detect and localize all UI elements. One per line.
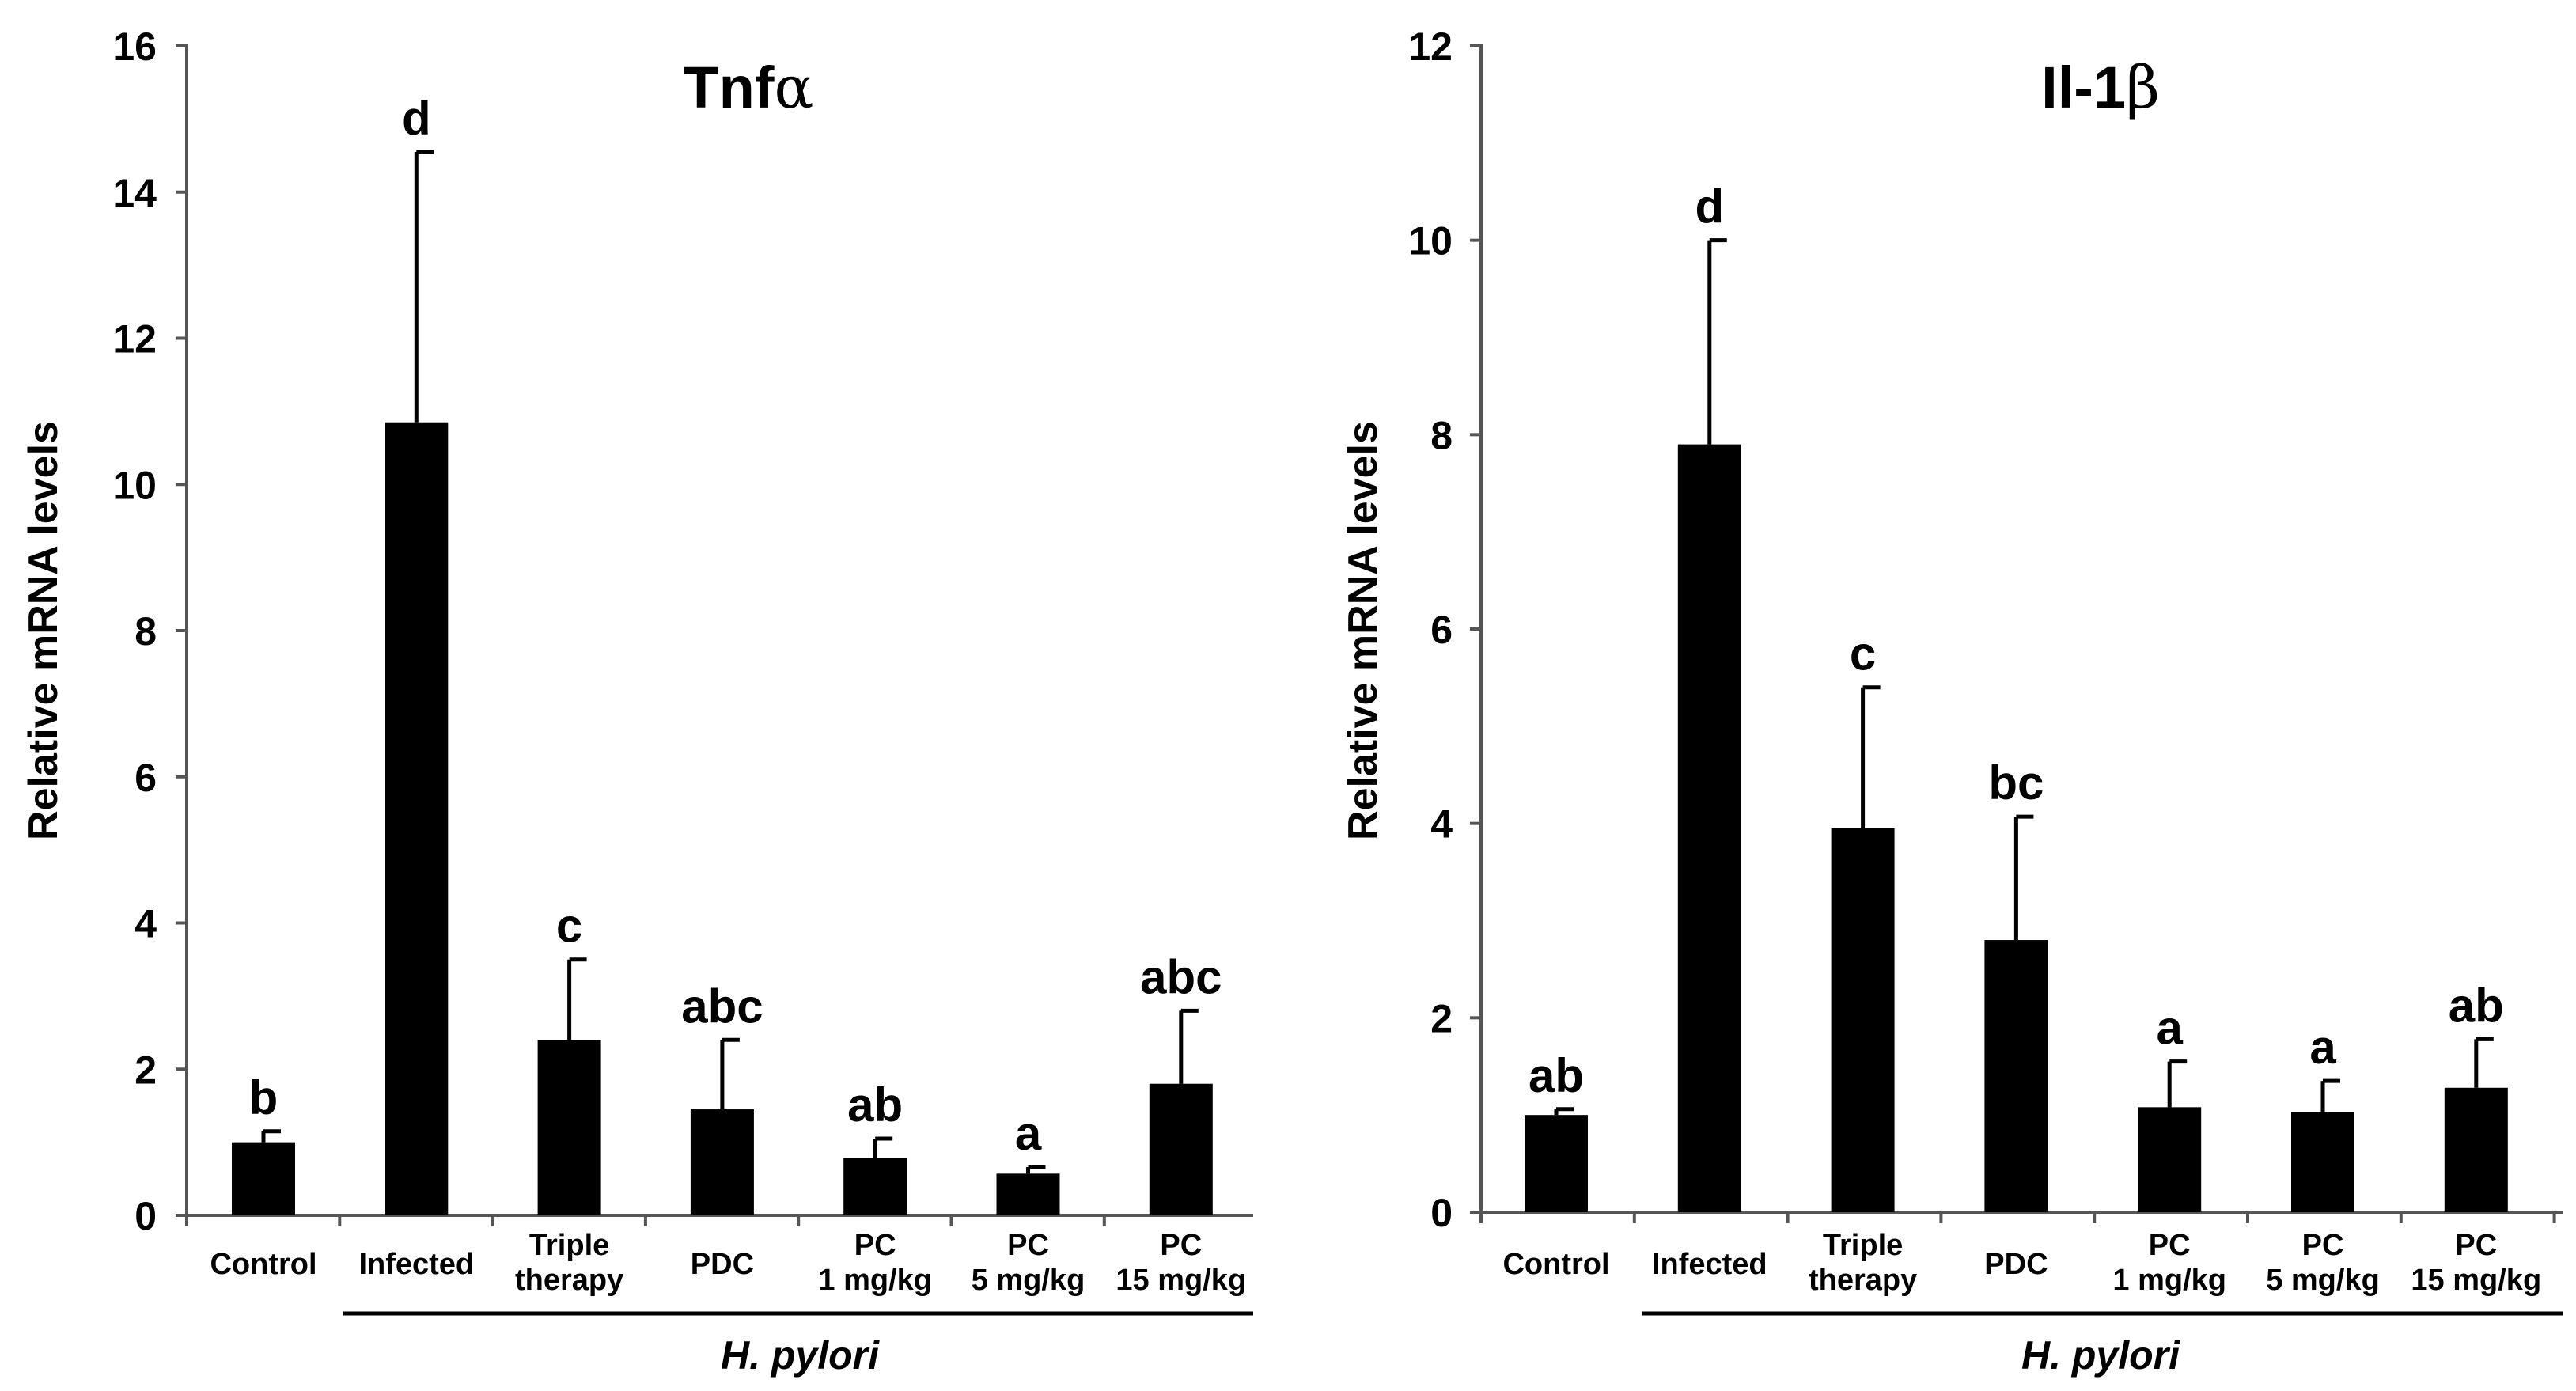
x-tick-label: Infected [358, 1248, 474, 1281]
x-tick-label: PC [854, 1229, 896, 1262]
bar [232, 1142, 295, 1215]
y-tick-label: 6 [134, 756, 157, 800]
significance-label: c [1850, 627, 1876, 680]
significance-label: a [2157, 1002, 2184, 1055]
x-tick-label: therapy [515, 1264, 623, 1297]
x-tick-label: PC [1160, 1229, 1202, 1262]
chart-title: Il-1β [2041, 54, 2160, 122]
y-tick-label: 4 [1430, 802, 1453, 847]
x-tick-label: Triple [529, 1229, 609, 1262]
x-tick-label: 15 mg/kg [2411, 1264, 2541, 1297]
significance-label: ab [2449, 979, 2504, 1032]
x-tick-label: 1 mg/kg [2112, 1264, 2226, 1297]
y-tick-label: 8 [1430, 413, 1453, 457]
x-tick-label: therapy [1809, 1264, 1917, 1297]
y-tick-label: 10 [112, 463, 157, 507]
significance-label: b [249, 1071, 278, 1124]
y-tick-label: 12 [1408, 25, 1453, 69]
significance-label: c [556, 900, 582, 953]
y-tick-label: 6 [1430, 608, 1453, 652]
bar [690, 1109, 754, 1215]
significance-label: bc [1988, 756, 2044, 809]
bar [996, 1173, 1060, 1215]
x-tick-label: 5 mg/kg [972, 1264, 1085, 1297]
bar [537, 1040, 601, 1215]
significance-label: ab [1529, 1049, 1584, 1102]
chart-panel-il1b: Il-1β Relative mRNA levels 0 2 4 6 8 10 12 ab Cont… [1340, 25, 2563, 1378]
significance-label: d [402, 92, 431, 145]
x-tick-label: PC [1007, 1229, 1049, 1262]
bar [2291, 1112, 2354, 1212]
bar [385, 422, 449, 1215]
chart-title: Tnfα [683, 54, 813, 122]
x-tick-label: 15 mg/kg [1116, 1264, 1246, 1297]
x-tick-label: PC [2455, 1229, 2497, 1262]
x-tick-label: Control [210, 1248, 316, 1281]
y-tick-label: 12 [112, 317, 157, 362]
y-axis-label: Relative mRNA levels [1340, 421, 1386, 840]
y-tick-label: 0 [1430, 1191, 1453, 1235]
bar [1984, 940, 2048, 1212]
bar [1525, 1115, 1588, 1212]
y-tick-label: 0 [134, 1194, 157, 1238]
y-axis-label: Relative mRNA levels [21, 421, 66, 840]
y-tick-label: 8 [134, 609, 157, 654]
x-tick-label: PC [2302, 1229, 2344, 1262]
y-tick-label: 4 [134, 902, 157, 946]
y-tick-label: 2 [134, 1048, 157, 1092]
bar [1677, 444, 1741, 1212]
x-tick-label: Triple [1823, 1229, 1903, 1262]
y-tick-label: 14 [112, 171, 157, 215]
y-tick-label: 10 [1408, 219, 1453, 263]
bar [2444, 1087, 2508, 1212]
x-tick-label: PDC [691, 1248, 754, 1281]
group-label: H. pylori [721, 1333, 880, 1378]
x-tick-label: Infected [1652, 1248, 1767, 1281]
y-tick-label: 2 [1430, 996, 1453, 1040]
x-tick-label: Control [1502, 1248, 1609, 1281]
significance-label: abc [1140, 950, 1222, 1003]
chart-panel-tnfa: Tnfα Relative mRNA levels 0 2 4 6 8 10 12 14 16 b Co… [21, 25, 1253, 1378]
significance-label: d [1695, 180, 1724, 233]
bar [2138, 1107, 2202, 1212]
group-label: H. pylori [2021, 1333, 2180, 1378]
y-tick-label: 16 [112, 25, 157, 69]
significance-label: abc [681, 980, 763, 1033]
bar [1149, 1083, 1213, 1215]
x-tick-label: 5 mg/kg [2266, 1264, 2380, 1297]
significance-label: a [1015, 1107, 1042, 1160]
significance-label: a [2309, 1021, 2336, 1074]
x-tick-label: PDC [1984, 1248, 2048, 1281]
x-tick-label: PC [2149, 1229, 2191, 1262]
x-tick-label: 1 mg/kg [818, 1264, 932, 1297]
bar [843, 1158, 907, 1215]
significance-label: ab [847, 1078, 903, 1131]
bar [1831, 828, 1895, 1212]
